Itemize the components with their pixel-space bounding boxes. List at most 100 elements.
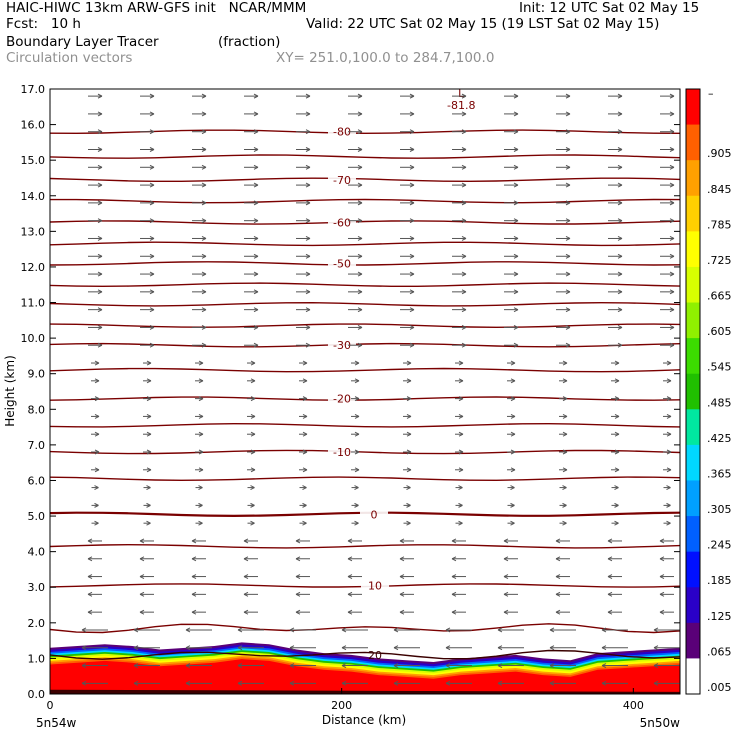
vector-arrow <box>559 485 567 491</box>
vector-arrow <box>556 324 571 330</box>
vector-arrow <box>452 342 467 348</box>
vector-arrow <box>341 627 368 633</box>
colorbar-frame <box>685 88 701 695</box>
vector-arrow <box>504 253 519 259</box>
vector-arrow <box>400 253 415 259</box>
vector-arrow <box>451 556 466 562</box>
vector-arrow <box>88 147 103 152</box>
colorbar-swatch <box>686 409 700 446</box>
vector-arrow <box>611 378 620 384</box>
vector-arrow <box>607 556 622 562</box>
vector-arrow <box>556 147 571 152</box>
vector-arrow <box>351 396 360 402</box>
vector-arrow <box>140 147 155 152</box>
vector-arrow <box>299 396 308 402</box>
vector-arrow <box>549 627 576 633</box>
colorbar-swatch <box>686 444 700 481</box>
vector-arrow <box>237 627 264 633</box>
vector-arrow <box>351 520 359 526</box>
vector-arrow <box>400 200 415 206</box>
vector-arrow <box>608 289 623 295</box>
vector-arrow <box>244 218 259 224</box>
vector-arrow <box>452 93 467 99</box>
isotherm <box>50 342 680 348</box>
vector-arrow <box>295 556 310 562</box>
vector-arrow <box>400 129 415 135</box>
y-tick-label: 9.0 <box>28 368 46 381</box>
vector-arrow <box>608 271 623 277</box>
vector-arrow <box>660 271 675 277</box>
vector-arrow <box>660 200 675 206</box>
vector-arrow <box>400 182 415 188</box>
vector-arrow <box>608 111 623 117</box>
vector-arrow <box>504 200 519 206</box>
vector-arrow <box>559 520 567 526</box>
vector-arrow <box>296 147 311 152</box>
vector-arrow <box>556 182 571 188</box>
vector-arrow <box>299 378 308 384</box>
vector-arrow <box>296 324 311 330</box>
field-units: (fraction) <box>218 34 281 50</box>
x-end-label-right: 5n50w <box>640 716 681 730</box>
vector-arrow <box>192 324 207 330</box>
vector-arrow <box>191 574 206 580</box>
vector-arrow <box>140 289 155 295</box>
contour-label-bg <box>360 508 388 521</box>
vector-arrow <box>611 360 620 366</box>
vector-arrow <box>659 574 674 580</box>
vector-arrow <box>497 645 524 651</box>
isotherm <box>50 282 680 288</box>
vector-arrow <box>296 93 311 99</box>
vector-arrow <box>399 609 414 615</box>
vector-arrow <box>559 431 568 437</box>
y-tick-label: 7.0 <box>28 439 46 452</box>
y-tick-label: 5.0 <box>28 510 46 523</box>
vector-arrow <box>348 200 363 206</box>
vector-arrow <box>549 663 576 668</box>
vector-arrow <box>195 449 204 455</box>
vector-arrow <box>299 467 308 473</box>
vector-arrow <box>341 663 368 668</box>
vector-arrow <box>351 485 359 491</box>
vector-arrow <box>507 449 516 455</box>
vector-arrow <box>452 111 467 117</box>
vector-arrow <box>195 485 203 491</box>
vector-arrow <box>88 307 103 313</box>
y-tick-label: 8.0 <box>28 403 46 416</box>
vector-arrow <box>295 609 310 615</box>
vector-arrow <box>192 200 207 206</box>
isotherm <box>50 449 680 455</box>
vector-arrow <box>452 200 467 206</box>
vector-arrow <box>140 307 155 313</box>
vector-arrow <box>452 147 467 152</box>
vector-arrow <box>244 200 259 206</box>
vector-arrow <box>192 129 207 135</box>
colorbar-swatch <box>686 124 700 161</box>
vector-arrow <box>243 538 258 544</box>
vector-arrow <box>351 449 360 455</box>
vector-arrow <box>140 200 155 206</box>
vector-arrow <box>299 520 307 526</box>
minimum-marker: L <box>458 87 465 100</box>
colorbar-swatch <box>686 658 700 695</box>
vector-arrow <box>455 413 464 419</box>
colorbar-label: .785 <box>707 218 732 231</box>
vector-arrow <box>556 200 571 206</box>
vector-arrow <box>140 129 155 135</box>
vector-arrow <box>403 520 411 526</box>
vector-arrow <box>455 431 464 437</box>
colorbar-label: .305 <box>707 503 732 516</box>
vector-arrow <box>559 360 568 366</box>
vector-arrow <box>607 591 622 597</box>
vector-arrow <box>393 645 420 651</box>
vector-arrow <box>451 591 466 597</box>
vector-arrow <box>399 574 414 580</box>
vector-arrow <box>296 111 311 117</box>
vector-arrow <box>403 467 412 473</box>
vector-arrow <box>347 591 362 597</box>
colorbar-label: .425 <box>707 432 732 445</box>
vector-arrow <box>399 591 414 597</box>
vector-arrow <box>91 502 99 508</box>
vector-arrow <box>556 218 571 224</box>
vector-arrow <box>244 147 259 152</box>
